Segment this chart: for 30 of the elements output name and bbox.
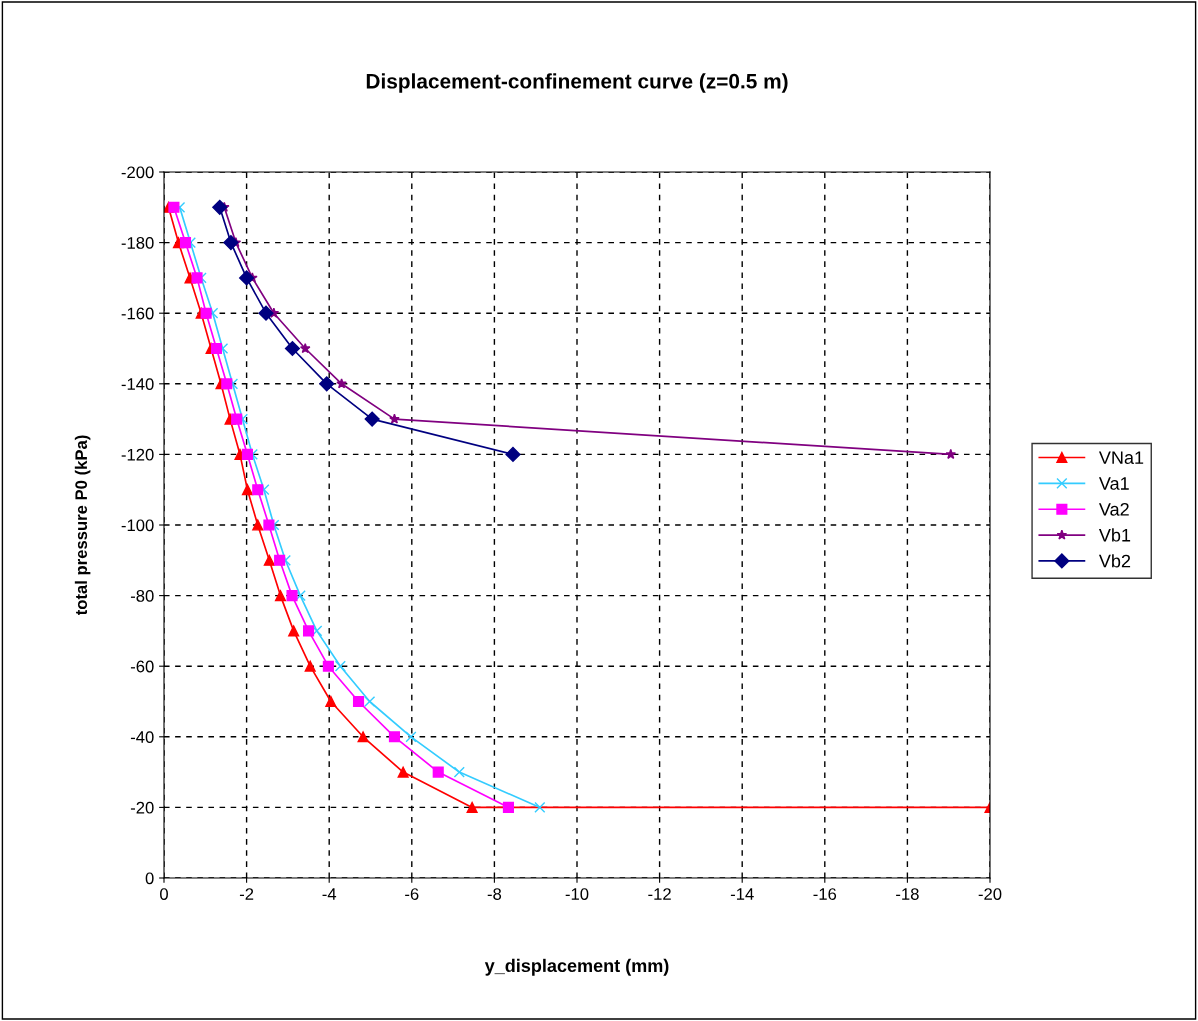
legend-label: VNa1 [1098,451,1144,465]
legend-label: Vb2 [1098,554,1131,568]
y-tick-label: -200 [121,166,154,179]
legend-label: Va2 [1098,502,1129,516]
y-tick-label: -20 [130,801,154,814]
x-tick-label: -18 [896,888,919,900]
x-tick-label: -16 [813,888,837,900]
y-tick-label: -160 [121,307,154,320]
y-axis-title: total pressure P0 (kPa) [74,435,91,616]
y-tick-label: -40 [130,731,154,743]
x-tick-label: -12 [648,888,671,900]
y-tick-label: -140 [121,378,154,390]
y-tick-label: -120 [121,448,154,461]
y-tick-label: -80 [130,590,154,602]
x-axis-title: y_displacement (mm) [484,958,669,976]
x-tick-label: -8 [487,888,502,900]
y-tick-label: 0 [145,872,154,885]
x-tick-label: -4 [322,888,337,900]
y-tick-label: -60 [130,660,154,673]
x-tick-label: -10 [565,888,589,900]
legend-label: Vb1 [1098,528,1131,542]
legend-label: Va1 [1098,477,1129,490]
chart-title: Displacement-confinement curve (z=0.5 m) [366,73,788,93]
y-tick-label: -100 [121,519,154,532]
y-tick-label: -180 [121,237,154,249]
x-tick-label: -2 [239,888,254,900]
x-tick-label: -14 [730,888,754,900]
x-tick-label: -20 [978,888,1002,900]
x-tick-label: -6 [405,888,419,900]
x-tick-label: 0 [160,888,168,900]
